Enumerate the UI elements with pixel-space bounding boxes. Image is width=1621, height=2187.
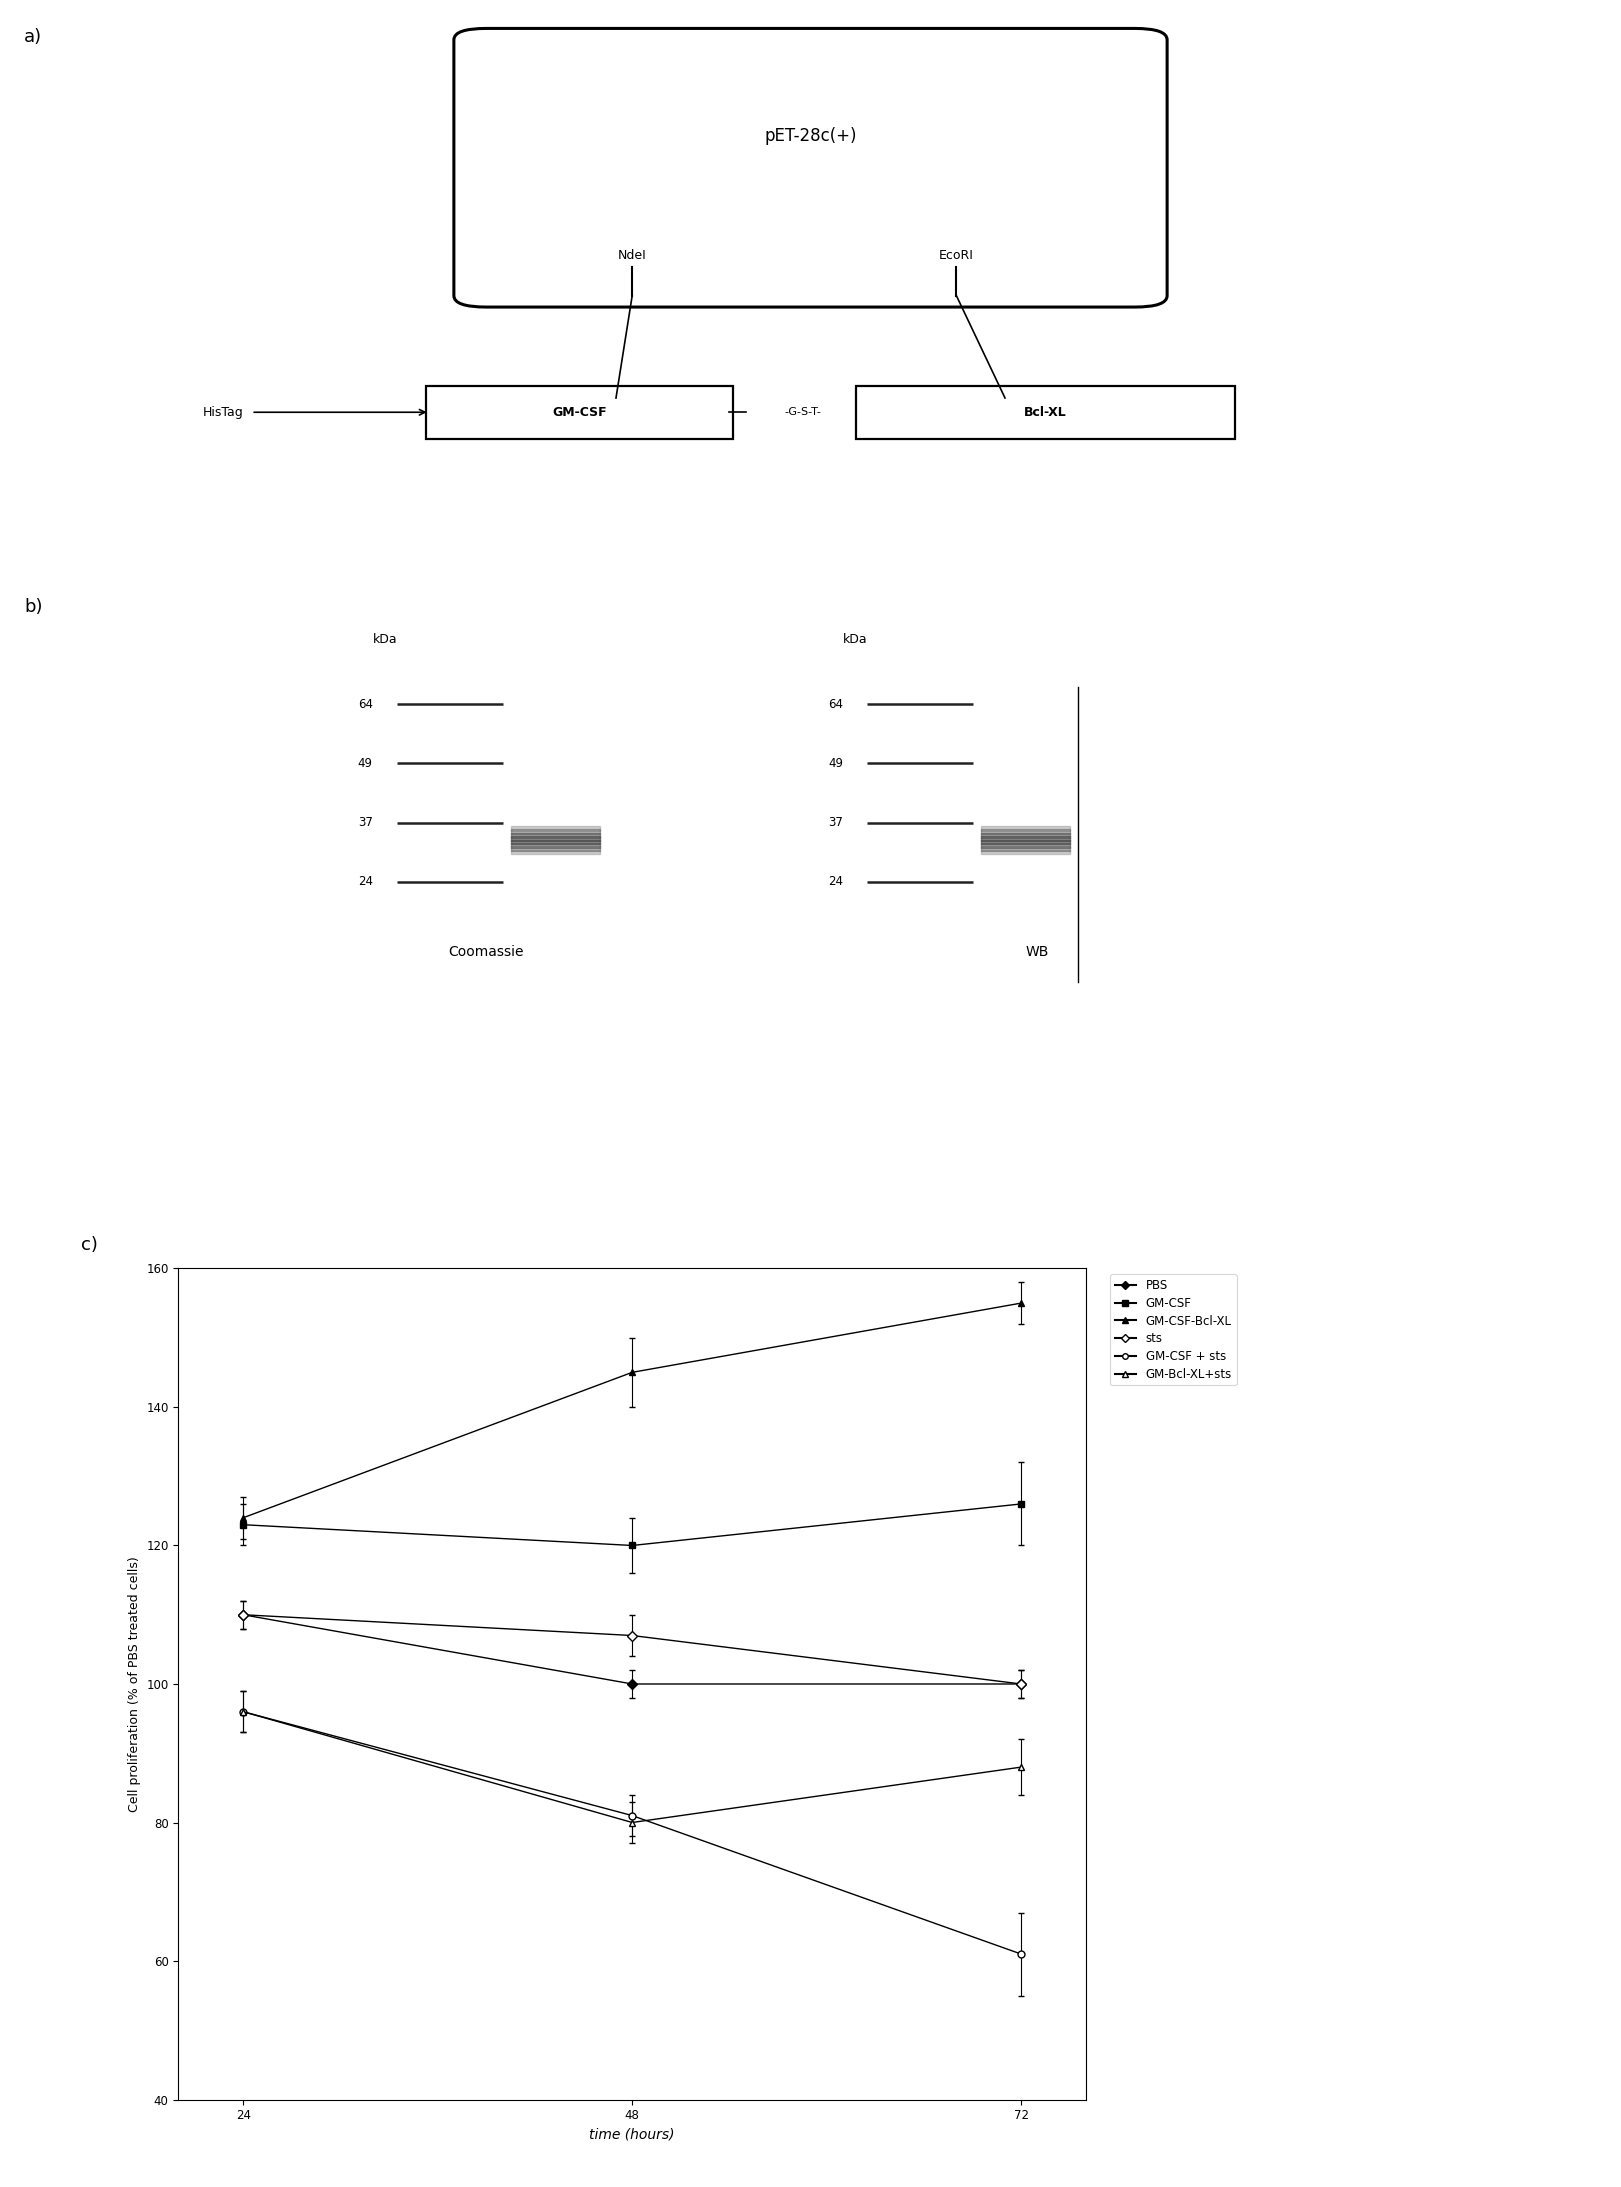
Text: GM-CSF: GM-CSF xyxy=(553,407,606,418)
Text: 49: 49 xyxy=(828,757,843,770)
Text: 37: 37 xyxy=(828,816,843,829)
Y-axis label: Cell proliferation (% of PBS treated cells): Cell proliferation (% of PBS treated cel… xyxy=(128,1557,141,1811)
Text: kDa: kDa xyxy=(373,632,397,645)
Text: HisTag: HisTag xyxy=(203,407,243,418)
FancyBboxPatch shape xyxy=(856,385,1235,440)
Text: c): c) xyxy=(81,1236,97,1253)
Text: a): a) xyxy=(24,28,42,46)
Text: -G-S-T-: -G-S-T- xyxy=(785,407,820,418)
Text: b): b) xyxy=(24,599,42,617)
Text: 24: 24 xyxy=(828,875,843,888)
Text: 37: 37 xyxy=(358,816,373,829)
FancyBboxPatch shape xyxy=(454,28,1167,306)
Text: 49: 49 xyxy=(358,757,373,770)
FancyBboxPatch shape xyxy=(426,385,733,440)
Legend: PBS, GM-CSF, GM-CSF-Bcl-XL, sts, GM-CSF + sts, GM-Bcl-XL+sts: PBS, GM-CSF, GM-CSF-Bcl-XL, sts, GM-CSF … xyxy=(1110,1275,1237,1384)
Text: EcoRI: EcoRI xyxy=(939,249,974,262)
X-axis label: time (hours): time (hours) xyxy=(590,2128,674,2141)
Text: Coomassie: Coomassie xyxy=(449,945,524,960)
Text: 64: 64 xyxy=(358,698,373,711)
Text: WB: WB xyxy=(1026,945,1049,960)
Text: 64: 64 xyxy=(828,698,843,711)
Text: NdeI: NdeI xyxy=(618,249,647,262)
Text: kDa: kDa xyxy=(843,632,867,645)
Text: Bcl-XL: Bcl-XL xyxy=(1024,407,1067,418)
Text: 24: 24 xyxy=(358,875,373,888)
Text: pET-28c(+): pET-28c(+) xyxy=(763,127,858,147)
